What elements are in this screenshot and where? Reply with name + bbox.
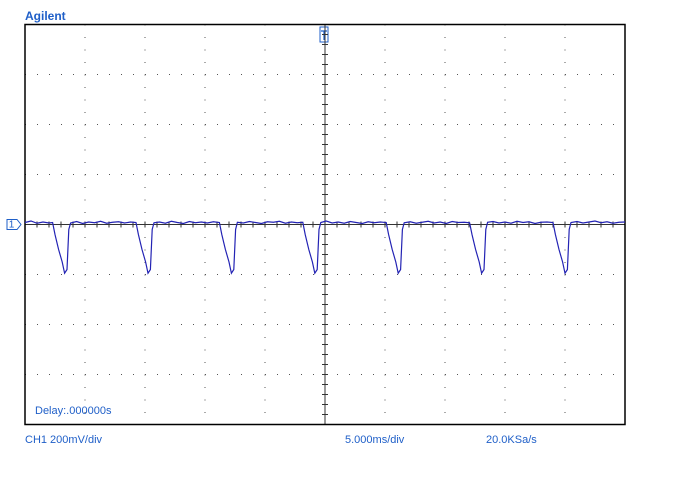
time-scale: 5.000ms/div [345,434,405,446]
brand: Agilent [25,9,66,23]
channel-marker-shape [6,219,22,230]
delay-readout: Delay:.000000s [35,405,112,417]
waveform [24,220,626,275]
sample-rate: 20.0KSa/s [486,434,537,446]
channel-scale: CH1 200mV/div [25,434,103,446]
channel-marker-label: 1 [9,220,15,231]
channel-marker: 1 [6,219,22,231]
screen-border [24,23,626,426]
